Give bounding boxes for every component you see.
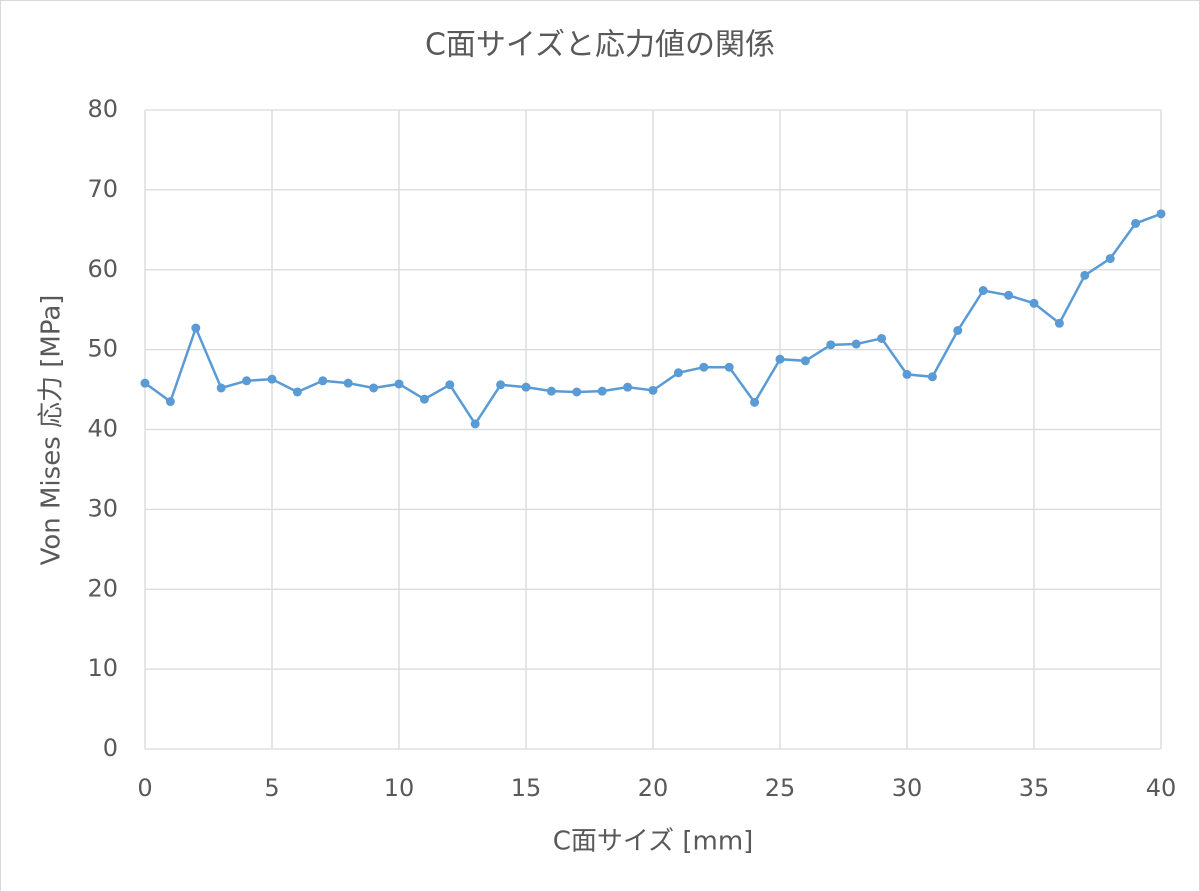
data-point (1029, 298, 1039, 308)
x-tick-label: 0 (137, 774, 152, 802)
x-tick-label: 25 (765, 774, 796, 802)
x-tick-label: 20 (638, 774, 669, 802)
y-tick-label: 20 (87, 574, 118, 602)
data-point (597, 386, 607, 396)
data-point (267, 374, 277, 384)
data-point (877, 333, 887, 343)
x-tick-label: 5 (264, 774, 279, 802)
data-point (445, 380, 455, 390)
data-point (470, 419, 480, 429)
data-point (242, 376, 252, 386)
chart-title: C面サイズと応力値の関係 (425, 28, 775, 63)
data-point (318, 376, 328, 386)
data-point (1131, 218, 1141, 228)
data-point (1105, 254, 1115, 264)
y-tick-label: 60 (87, 255, 118, 283)
y-tick-label: 50 (87, 335, 118, 363)
data-point (927, 372, 937, 382)
x-tick-label: 40 (1146, 774, 1177, 802)
data-point (343, 378, 353, 388)
data-point (165, 397, 175, 407)
data-point (1156, 209, 1166, 219)
data-point (978, 286, 988, 296)
data-point (1080, 270, 1090, 280)
data-point (623, 382, 633, 392)
x-tick-label: 10 (384, 774, 415, 802)
y-axis-title: Von Mises 応力 [MPa] (37, 295, 67, 566)
data-point (699, 362, 709, 372)
y-tick-label: 10 (87, 654, 118, 682)
data-point (851, 339, 861, 349)
data-point (750, 397, 760, 407)
data-point (673, 368, 683, 378)
data-point (419, 394, 429, 404)
data-point (140, 378, 150, 388)
data-point (394, 379, 404, 389)
data-point (216, 383, 226, 393)
x-tick-label: 30 (892, 774, 923, 802)
y-tick-label: 30 (87, 494, 118, 522)
y-tick-label: 80 (87, 95, 118, 123)
y-tick-label: 0 (103, 734, 118, 762)
data-point (292, 387, 302, 397)
y-tick-label: 70 (87, 175, 118, 203)
data-point (775, 354, 785, 364)
data-point (1004, 290, 1014, 300)
data-point (521, 382, 531, 392)
data-point (826, 340, 836, 350)
x-tick-label: 35 (1019, 774, 1050, 802)
x-tick-label: 15 (511, 774, 542, 802)
data-point (572, 387, 582, 397)
data-point (902, 369, 912, 379)
data-point (191, 323, 201, 333)
data-point (1054, 318, 1064, 328)
data-point (369, 383, 379, 393)
data-point (648, 385, 658, 395)
data-point (546, 386, 556, 396)
y-tick-label: 40 (87, 415, 118, 443)
data-point (724, 362, 734, 372)
x-axis-title: C面サイズ [mm] (553, 827, 754, 857)
data-point (800, 356, 810, 366)
data-point (496, 380, 506, 390)
data-point (953, 325, 963, 335)
